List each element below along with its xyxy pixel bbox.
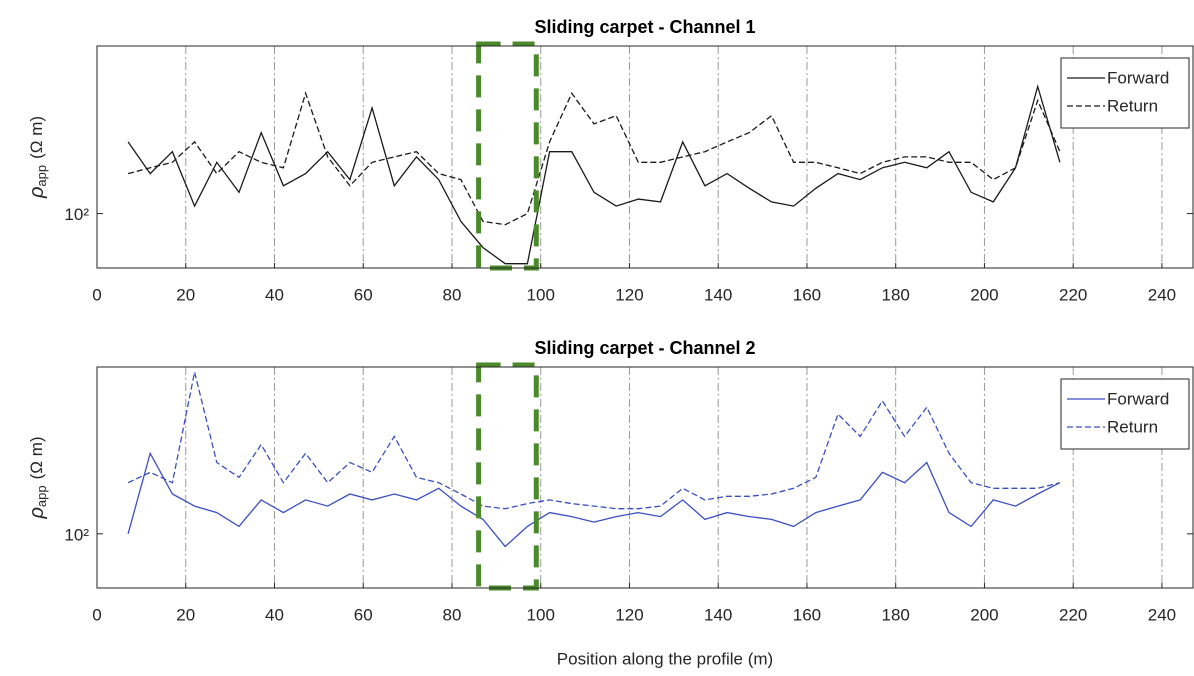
x-tick-label: 0: [92, 285, 101, 304]
x-tick-label: 60: [354, 605, 373, 624]
x-tick-label: 140: [704, 605, 732, 624]
legend-label: Return: [1107, 96, 1158, 115]
legend-box: [1060, 378, 1190, 450]
x-tick-label: 80: [443, 605, 462, 624]
legend-label: Forward: [1107, 68, 1169, 87]
x-tick-label: 100: [527, 605, 555, 624]
x-axis-label: Position along the profile (m): [557, 649, 773, 668]
x-tick-label: 80: [443, 285, 462, 304]
x-tick-label: 220: [1059, 605, 1087, 624]
y-label-unit: (Ω m): [27, 436, 46, 479]
x-tick-label: 200: [970, 605, 998, 624]
x-tick-label: 20: [176, 285, 195, 304]
y-axis-label: ρapp (Ω m): [26, 116, 49, 199]
data-line: [127, 451, 1061, 548]
x-tick-label: 120: [615, 285, 643, 304]
legend-label: Forward: [1107, 389, 1169, 408]
y-label-sub: app: [34, 165, 49, 187]
x-tick-label: 220: [1059, 285, 1087, 304]
x-tick-label: 180: [882, 285, 910, 304]
data-line: [127, 371, 1061, 510]
y-label-unit: (Ω m): [27, 116, 46, 159]
y-label-sub: app: [34, 485, 49, 507]
x-tick-label: 140: [704, 285, 732, 304]
y-label-symbol: ρ: [26, 187, 48, 199]
axes-frame: [96, 366, 1194, 589]
chart-title: Sliding carpet - Channel 1: [534, 17, 755, 37]
y-tick-label: 10²: [64, 525, 89, 544]
data-line: [127, 91, 1061, 226]
y-axis-label: ρapp (Ω m): [26, 436, 49, 519]
x-tick-label: 100: [527, 285, 555, 304]
x-tick-label: 120: [615, 605, 643, 624]
axes-frame: [96, 45, 1194, 269]
x-tick-label: 240: [1148, 285, 1176, 304]
x-tick-label: 40: [265, 285, 284, 304]
legend-box: [1060, 57, 1190, 129]
x-tick-label: 160: [793, 285, 821, 304]
x-tick-label: 60: [354, 285, 373, 304]
x-tick-label: 40: [265, 605, 284, 624]
x-tick-label: 0: [92, 605, 101, 624]
plot-area: [97, 46, 1193, 268]
y-tick-label: 10²: [64, 205, 89, 224]
y-label-symbol: ρ: [26, 507, 48, 519]
data-line: [127, 84, 1061, 265]
legend-label: Return: [1107, 417, 1158, 436]
x-tick-label: 200: [970, 285, 998, 304]
x-tick-label: 20: [176, 605, 195, 624]
x-tick-label: 180: [882, 605, 910, 624]
plot-area: [97, 367, 1193, 588]
chart-title: Sliding carpet - Channel 2: [534, 338, 755, 358]
x-tick-label: 240: [1148, 605, 1176, 624]
x-tick-label: 160: [793, 605, 821, 624]
